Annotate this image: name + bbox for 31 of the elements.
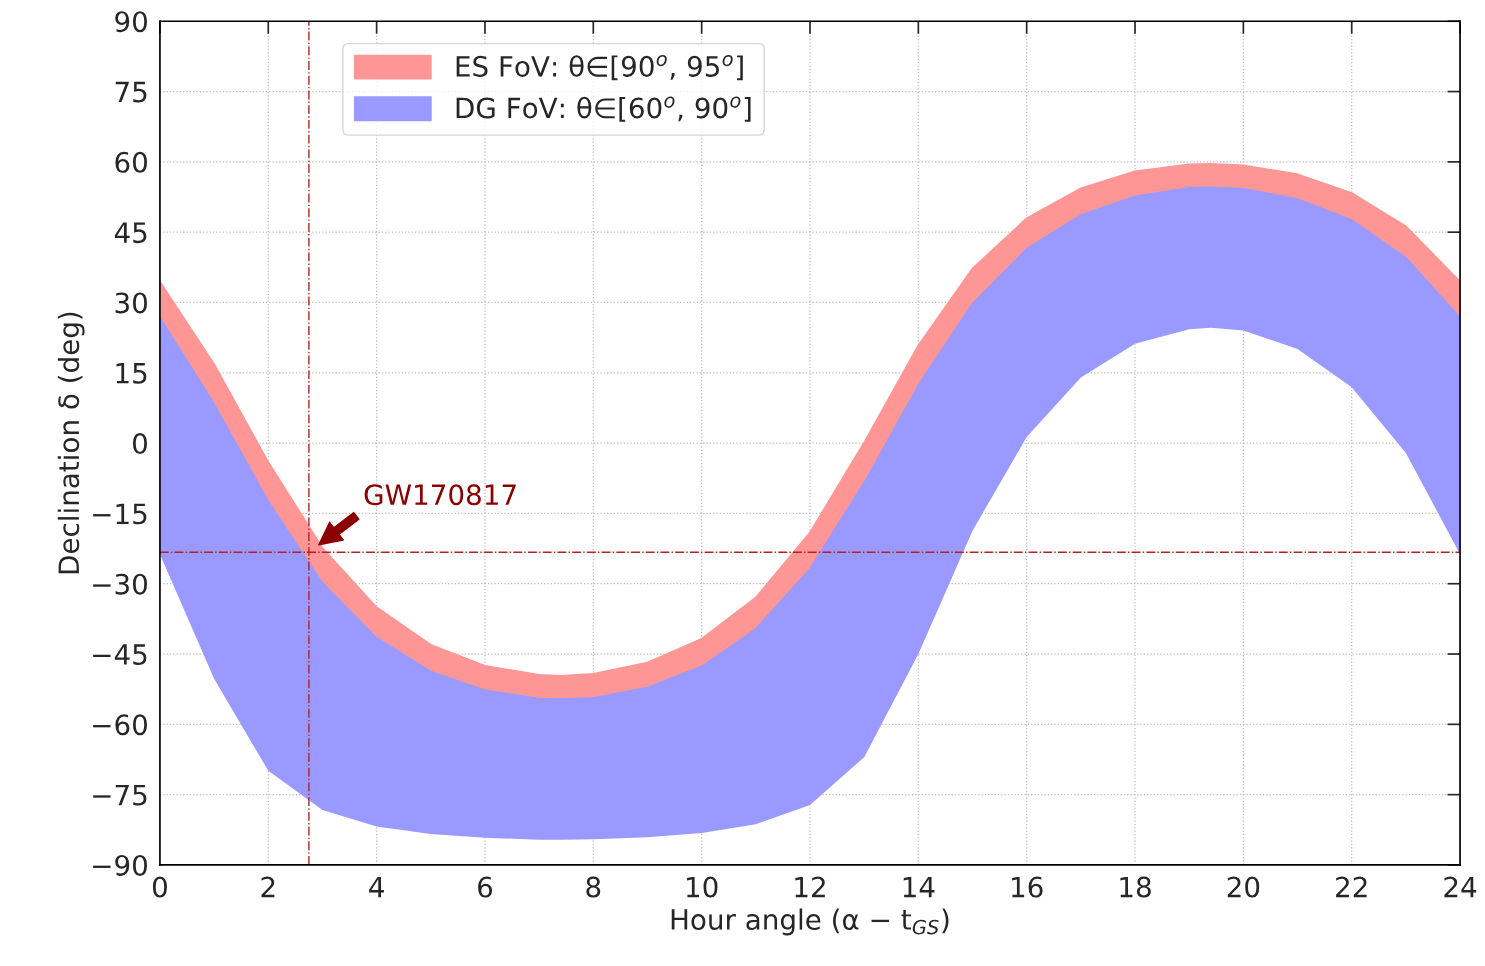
y-tick-label: −90 (93, 854, 147, 876)
y-tick-label: 90 (115, 11, 147, 33)
x-tick-label: 22 (1336, 876, 1367, 898)
legend-label: DG FoV: θ∈[60$^{o}$, 90$^{o}$] (456, 96, 751, 122)
y-tick-label: 75 (115, 81, 147, 103)
x-tick-label: 16 (1012, 876, 1043, 898)
y-tick-label: −15 (93, 503, 147, 525)
x-tick-label: 18 (1120, 876, 1151, 898)
y-tick-label: 60 (115, 151, 147, 173)
x-tick-label: 14 (903, 876, 935, 898)
x-tick-label: 10 (687, 876, 718, 898)
y-tick-label: 45 (114, 222, 147, 244)
x-axis-title: Hour angle (α − t$_{GS}$) (671, 908, 949, 936)
y-tick-label: −45 (93, 644, 147, 665)
y-tick-label: 15 (116, 363, 147, 384)
x-tick-label: 12 (795, 876, 825, 898)
legend-label: ES FoV: θ∈[90$^{o}$, 95$^{o}$] (456, 54, 743, 81)
y-tick-label: 30 (115, 292, 147, 314)
x-tick-label: 2 (261, 876, 275, 898)
y-tick-label: 0 (132, 433, 147, 455)
x-tick-label: 24 (1444, 876, 1477, 898)
y-tick-label: −60 (93, 714, 147, 736)
annotation: GW170817 (364, 484, 516, 506)
x-tick-label: 6 (478, 876, 493, 898)
x-tick-label: 20 (1227, 876, 1260, 898)
y-axis-title: Declination δ (deg) (57, 312, 85, 574)
x-tick-label: 8 (586, 876, 601, 898)
y-tick-label: −75 (93, 784, 147, 806)
x-tick-label: 0 (152, 876, 167, 898)
x-tick-label: 4 (369, 876, 384, 898)
y-tick-label: −30 (93, 573, 147, 595)
